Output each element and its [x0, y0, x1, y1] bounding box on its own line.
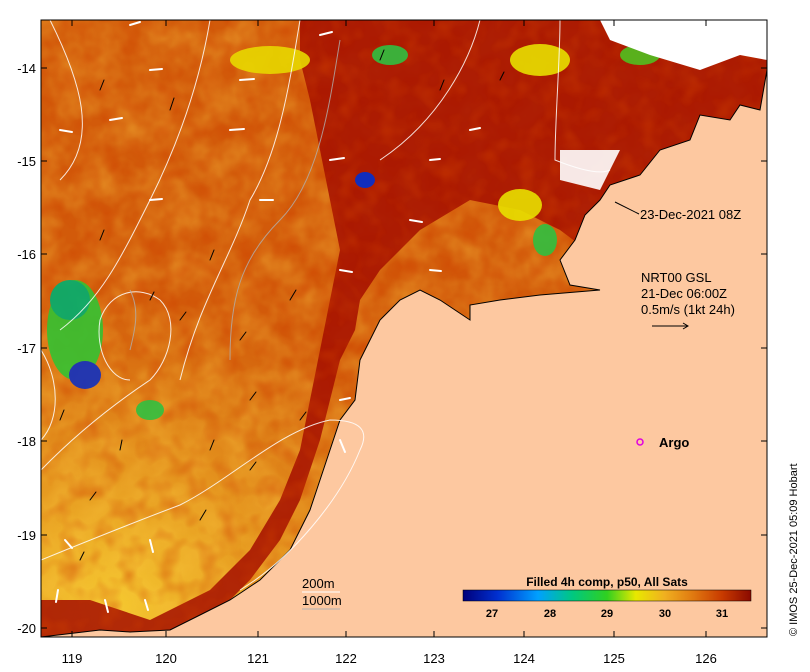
cool-patches: [47, 44, 660, 420]
y-axis: [41, 67, 767, 629]
land-australia: [41, 70, 767, 637]
y-tick-label: -16: [17, 247, 36, 262]
x-tick-label: 126: [695, 651, 717, 666]
depth-1000m-label: 1000m: [302, 593, 342, 608]
colorbar-tick: 31: [716, 608, 728, 620]
x-axis: [71, 20, 707, 637]
colorbar-tick: 29: [601, 608, 613, 620]
colorbar-title: Filled 4h comp, p50, All Sats: [526, 575, 688, 589]
plot-frame: [40, 19, 768, 638]
colorbar-gradient: [462, 589, 752, 602]
y-tick-label: -17: [17, 341, 36, 356]
colorbar-tick: 30: [659, 608, 671, 620]
y-tick-label: -19: [17, 528, 36, 543]
argo-label: Argo: [659, 435, 689, 450]
cloud-gap: [600, 20, 767, 70]
x-tick-label: 124: [513, 651, 535, 666]
depth-200m-label: 200m: [302, 576, 335, 591]
current-vectors-black: [59, 49, 505, 561]
coastline: [41, 69, 767, 637]
x-tick-label: 122: [335, 651, 357, 666]
timestamp-label: 23-Dec-2021 08Z: [640, 207, 741, 222]
x-tick-label: 119: [62, 651, 83, 666]
credit-label: © IMOS 25-Dec-2021 05:09 Hobart: [788, 463, 800, 636]
y-tick-label: -15: [17, 154, 36, 169]
current-time-label: 21-Dec 06:00Z: [641, 286, 727, 301]
colorbar: Filled 4h comp, p50, All Sats 27 28 29 3…: [462, 575, 752, 620]
colorbar-tick: 27: [486, 608, 498, 620]
x-tick-label: 123: [423, 651, 445, 666]
cloud-gap-2: [560, 150, 620, 190]
y-tick-label: -18: [17, 434, 36, 449]
current-vectors-white: [55, 21, 481, 613]
current-scale-label: 0.5m/s (1kt 24h): [641, 302, 735, 317]
map-plot-area: [41, 20, 767, 637]
x-tick-label: 125: [603, 651, 625, 666]
x-tick-label: 120: [155, 651, 177, 666]
current-source-label: NRT00 GSL: [641, 270, 712, 285]
colorbar-tick: 28: [544, 608, 556, 620]
x-tick-label: 121: [247, 651, 269, 666]
bathymetry-contours-gray: [129, 39, 341, 361]
y-tick-label: -14: [17, 61, 36, 76]
argo-marker: [636, 438, 644, 446]
y-tick-label: -20: [17, 621, 36, 636]
